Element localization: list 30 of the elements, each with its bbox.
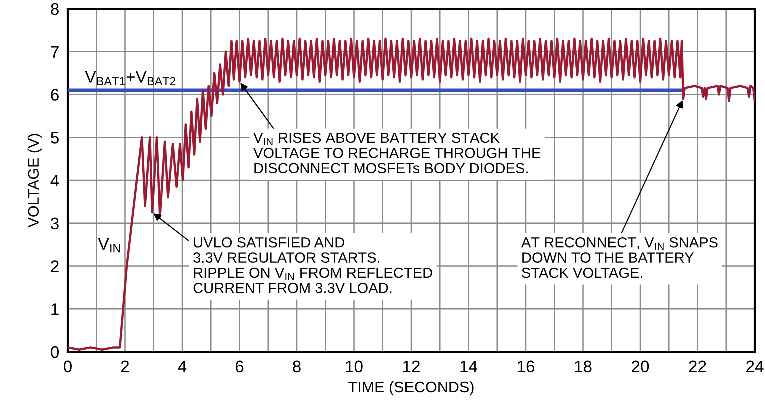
y-tick-label: 6	[51, 89, 59, 101]
y-tick-label: 0	[51, 346, 60, 358]
x-tick-label: 16	[518, 360, 535, 373]
x-tick-label: 4	[178, 360, 187, 372]
x-tick-label: 14	[460, 360, 478, 372]
y-tick-label: 1	[52, 304, 59, 316]
x-tick-label: 6	[236, 360, 244, 373]
annotation: UVLO SATISFIED AND 3.3V REGULATOR STARTS. RIPPLE ON V$_{IN}$ FROM REFLECTED CURRENT FROM 3.3V LOAD.	[194, 237, 432, 294]
x-tick-label: 20	[632, 360, 650, 373]
x-tick-label: 24	[746, 360, 764, 372]
x-tick-label: 10	[346, 360, 363, 373]
y-tick-label: 2	[51, 260, 59, 272]
x-tick-label: 0	[64, 360, 72, 373]
line-series	[68, 38, 755, 351]
y-tick-label: 5	[51, 132, 59, 144]
y-tick-label: 4	[50, 175, 60, 187]
x-tick-label: 18	[575, 360, 592, 373]
x-tick-label: 12	[404, 360, 420, 372]
x-tick-label: 8	[293, 360, 301, 373]
y-axis-title: VOLTAGE (V)	[28, 134, 42, 228]
y-tick-label: 3	[51, 218, 59, 230]
series-label: V$_{IN}$	[98, 238, 120, 253]
series-label: V$_{BAT1}$+V$_{BAT2}$	[85, 71, 176, 86]
annotation: V$_{IN}$ RISES ABOVE BATTERY STACK VOLTAGE TO RECHARGE THROUGH THE DISCONNECT MOSFETs BODY DIODES.	[254, 132, 541, 174]
x-tick-label: 22	[689, 360, 706, 372]
annotation: AT RECONNECT, V$_{IN}$ SNAPS DOWN TO THE BATTERY STACK VOLTAGE.	[521, 237, 718, 278]
y-tick-label: 8	[51, 3, 59, 16]
x-tick-label: 2	[121, 360, 130, 372]
x-axis-title: TIME (SECONDS)	[348, 381, 474, 396]
y-tick-label: 7	[51, 46, 59, 58]
